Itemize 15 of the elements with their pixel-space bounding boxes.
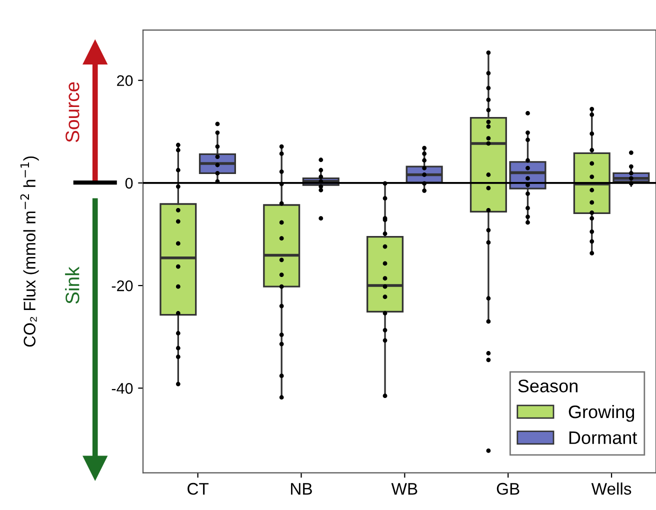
x-tick-label: Wells: [591, 482, 632, 495]
text: Source: [66, 82, 80, 142]
x-tick-label: NB: [291, 483, 312, 495]
y-tick-label: -20: [112, 280, 133, 292]
x-tick-label: WB: [391, 483, 418, 495]
x-tick-label: CT: [188, 482, 209, 495]
text: Sink: [65, 266, 80, 304]
x-tick-label: GB: [496, 482, 520, 495]
legend-title: Season: [518, 380, 578, 392]
legend-label: Growing: [568, 404, 634, 422]
y-tick-label: 0: [125, 178, 133, 189]
legend-label: Dormant: [569, 432, 638, 444]
y-axis-title: CO₂ Flux (mmol m$^{−2}$ h$^{−1}$): [20, 156, 39, 347]
y-tick-label: 20: [117, 75, 133, 86]
y-tick-label: -40: [112, 383, 133, 394]
